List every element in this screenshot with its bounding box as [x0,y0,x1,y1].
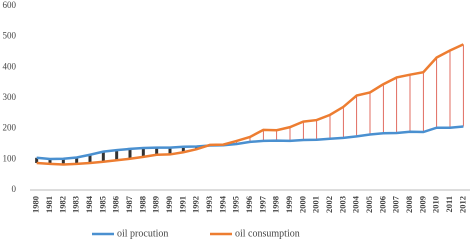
x-tick-label: 2005 [364,196,374,213]
x-tick-label: 1985 [97,196,107,213]
legend-label: oil procution [117,228,168,239]
x-tick-label: 2008 [404,196,414,213]
x-tick-label: 1993 [204,196,214,213]
x-tick-label: 1980 [31,196,41,213]
x-tick-label: 1988 [137,196,147,213]
series-line [36,125,464,161]
x-tick-label: 2007 [391,195,401,213]
x-tick-label: 2002 [324,196,334,213]
y-tick-label: 500 [3,31,17,41]
y-tick-label: 0 [12,184,17,194]
y-tick-label: 600 [3,0,17,10]
x-tick-label: 1998 [271,196,281,213]
x-tick-label: 1990 [164,196,174,213]
x-tick-label: 2003 [337,196,347,213]
x-tick-label: 1995 [231,196,241,213]
x-tick-label: 1991 [177,196,187,213]
x-tick-label: 2011 [444,196,454,213]
x-tick-label: 1987 [124,195,134,213]
x-tick-label: 2006 [377,196,387,213]
legend-label: oil consumption [235,228,300,239]
x-tick-label: 1996 [244,196,254,213]
series-line [36,43,464,166]
x-tick-label: 1989 [151,196,161,213]
x-tick-label: 2004 [351,195,361,213]
x-tick-label: 1981 [44,196,54,213]
x-tick-label: 2001 [311,196,321,213]
x-tick-label: 1997 [257,195,267,213]
y-tick-label: 300 [3,92,17,102]
x-tick-label: 2012 [457,196,467,213]
y-tick-label: 400 [3,61,17,71]
x-tick-label: 2009 [417,196,427,213]
x-tick-label: 1983 [71,196,81,213]
x-tick-label: 1999 [284,196,294,213]
x-tick-label: 2000 [297,196,307,213]
y-tick-label: 200 [3,123,17,133]
x-tick-label: 1982 [57,196,67,213]
x-tick-label: 1984 [84,195,94,213]
x-tick-label: 1986 [111,196,121,213]
x-tick-label: 1992 [191,196,201,213]
x-tick-label: 1994 [217,195,227,213]
x-tick-label: 2010 [431,196,441,213]
y-tick-label: 100 [3,153,17,163]
